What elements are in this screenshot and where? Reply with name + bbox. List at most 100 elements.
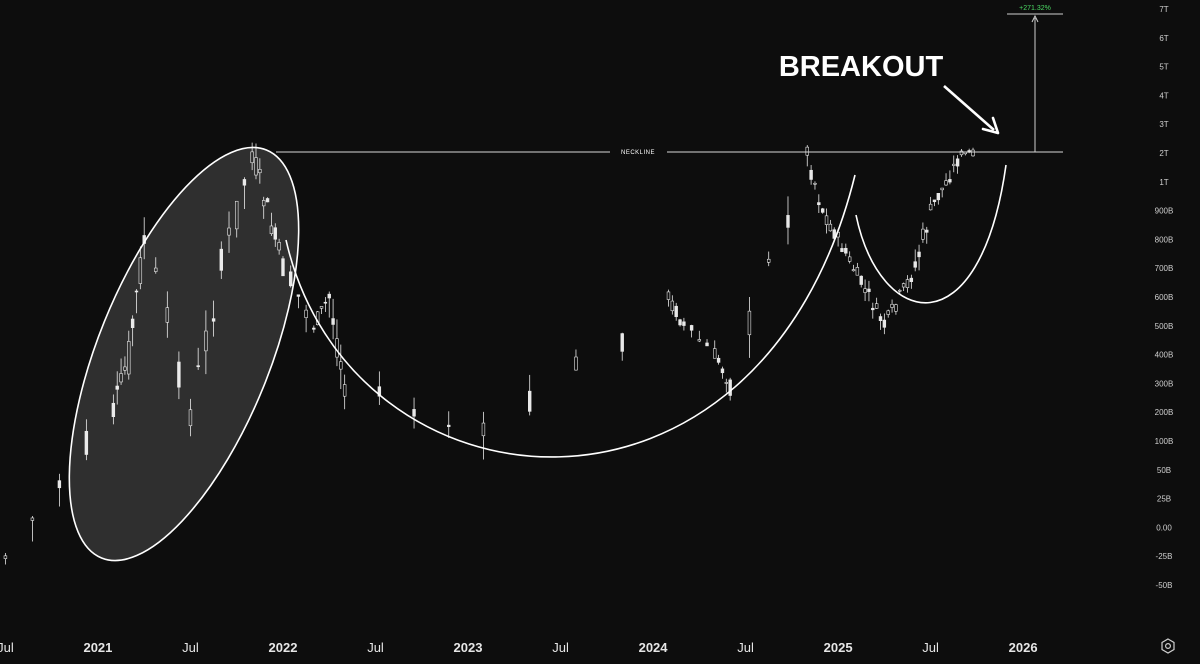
y-tick-label: 25B xyxy=(1157,495,1171,504)
candle-body xyxy=(697,339,702,342)
candle-body xyxy=(119,373,123,383)
candle-body xyxy=(227,227,231,236)
breakout-arrowhead xyxy=(981,116,1000,135)
candle-body xyxy=(331,318,335,325)
y-tick-label: -50B xyxy=(1156,581,1173,590)
candle-body xyxy=(304,309,308,318)
candle-series xyxy=(3,142,975,565)
candle-body xyxy=(905,279,910,288)
y-tick-label: -25B xyxy=(1156,552,1173,561)
candle-body xyxy=(134,290,139,293)
candle-body xyxy=(952,163,956,166)
candle-body xyxy=(901,283,906,288)
candle-body xyxy=(944,180,948,186)
candle-body xyxy=(177,361,181,388)
candle-body xyxy=(138,257,143,284)
candle-body xyxy=(242,179,247,186)
y-tick-label: 700B xyxy=(1155,264,1174,273)
candle-body xyxy=(747,310,752,336)
cup-curve xyxy=(285,174,856,458)
candle-body xyxy=(339,361,343,370)
candle-body xyxy=(211,318,216,322)
candle-body xyxy=(716,357,721,363)
candle-body xyxy=(115,385,119,390)
candle-body xyxy=(851,269,856,272)
candle-body xyxy=(250,151,254,164)
candle-body xyxy=(574,356,578,371)
candle-body xyxy=(196,365,200,368)
candle-body xyxy=(925,229,929,233)
candle-body xyxy=(932,199,937,203)
y-tick-label: 3T xyxy=(1159,120,1168,129)
candle-body xyxy=(682,321,686,326)
candle-body xyxy=(3,555,8,559)
breakout-label: BREAKOUT xyxy=(779,51,944,83)
candle-body xyxy=(269,225,274,234)
candle-body xyxy=(824,215,829,225)
measured-move-arrowhead xyxy=(1031,14,1039,23)
candle-body xyxy=(288,271,293,287)
y-tick-label: 100B xyxy=(1155,437,1174,446)
candle-body xyxy=(913,261,917,268)
y-tick-label: 0.00 xyxy=(1156,523,1172,532)
candle-body xyxy=(204,330,208,352)
candle-body xyxy=(111,402,116,417)
candle-body xyxy=(886,310,890,315)
y-tick-label: 600B xyxy=(1155,293,1174,302)
candle-body xyxy=(670,300,675,312)
candle-body xyxy=(955,158,960,167)
y-tick-label: 1T xyxy=(1159,178,1168,187)
candle-body xyxy=(689,325,694,331)
y-tick-label: 50B xyxy=(1157,466,1171,475)
candle-body xyxy=(878,316,883,321)
candle-body xyxy=(323,301,328,304)
neckline-label: NECKLINE xyxy=(621,150,655,156)
candle-body xyxy=(786,215,790,228)
candle-body xyxy=(165,307,170,323)
candle-body xyxy=(840,248,844,252)
candle-body xyxy=(327,293,331,299)
candle-body xyxy=(894,304,898,312)
candle-body xyxy=(867,288,871,292)
candle-body xyxy=(154,267,158,272)
y-tick-label: 300B xyxy=(1155,379,1174,388)
candle-body xyxy=(882,319,887,328)
y-tick-label: 4T xyxy=(1159,91,1168,100)
candle-body xyxy=(847,256,852,262)
candle-body xyxy=(296,294,301,297)
x-tick-label: 2026 xyxy=(1009,640,1038,655)
x-tick-label: 2025 xyxy=(824,640,853,655)
x-tick-label: Jul xyxy=(182,640,199,655)
settings-icon[interactable] xyxy=(1161,638,1175,654)
candle-body xyxy=(720,368,725,374)
candle-body xyxy=(855,267,860,276)
candle-body xyxy=(898,289,902,292)
candle-body xyxy=(921,228,925,240)
y-tick-label: 6T xyxy=(1159,34,1168,43)
candle-body xyxy=(724,382,729,384)
candle-body xyxy=(188,409,193,427)
candle-body xyxy=(277,242,281,251)
candle-body xyxy=(258,169,262,174)
candle-body xyxy=(917,251,921,258)
candle-body xyxy=(820,208,825,213)
candle-body xyxy=(447,424,451,427)
candle-body xyxy=(705,342,709,347)
candle-body xyxy=(817,202,821,206)
candle-body xyxy=(948,179,952,183)
candle-body xyxy=(342,384,347,397)
candle-body xyxy=(863,288,867,293)
candle-body xyxy=(809,169,813,180)
candle-body xyxy=(666,291,671,300)
candle-body xyxy=(273,227,277,240)
candle-body xyxy=(909,277,914,282)
candle-body xyxy=(874,303,879,309)
x-axis: Jul 2021 Jul 2022 Jul 2023 Jul 2024 Jul 2025 Jul 20… xyxy=(0,640,1038,655)
candle-body xyxy=(412,409,416,417)
y-tick-label: 200B xyxy=(1155,408,1174,417)
candle-body xyxy=(936,193,941,201)
candle-body xyxy=(527,390,532,412)
candle-body xyxy=(281,258,285,277)
